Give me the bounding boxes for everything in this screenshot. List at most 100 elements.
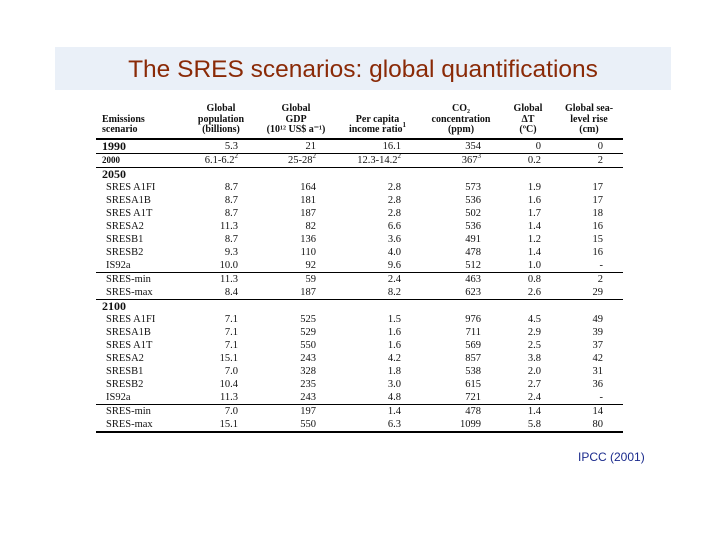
data-cell: 550 — [258, 417, 334, 433]
cell-value: 7.1 — [224, 313, 238, 325]
table-row: SRESB2 9.3 110 4.0 478 1.4 16 — [96, 246, 623, 259]
cell-value: 478 — [465, 246, 481, 258]
cell-value: 550 — [300, 339, 316, 351]
cell-value: 2.6 — [527, 286, 541, 298]
source-credit: IPCC (2001) — [578, 450, 645, 464]
column-header-line: income ratio — [348, 124, 403, 135]
cell-value: 2 — [597, 273, 603, 285]
sres-table: Emissions scenario Global population (billio… — [96, 101, 623, 433]
cell-value: 15.1 — [219, 352, 238, 364]
cell-value: 721 — [465, 391, 481, 403]
data-cell: 11.3 — [184, 220, 258, 233]
data-cell: 3673 — [421, 152, 501, 168]
cell-value: 17 — [592, 194, 604, 206]
cell-value: 187 — [300, 286, 316, 298]
data-cell: 1.7 — [501, 207, 555, 220]
data-cell: 1099 — [421, 417, 501, 433]
data-cell: 2.4 — [334, 272, 421, 286]
scenario-name: SRES A1T — [106, 207, 153, 219]
cell-value: 17 — [592, 181, 604, 193]
data-cell: 1.8 — [334, 365, 421, 378]
cell-value: 5.3 — [224, 140, 238, 152]
data-cell: 2.7 — [501, 378, 555, 391]
column-header-line: Per capita — [355, 113, 400, 125]
cell-value: 7.1 — [224, 326, 238, 338]
scenario-name: SRES-max — [96, 417, 184, 433]
data-cell: 16 — [555, 246, 623, 259]
column-header-line: Emissions — [102, 113, 145, 125]
data-cell: 17 — [555, 194, 623, 207]
cell-value: 2.5 — [527, 339, 541, 351]
data-cell: 2 — [555, 272, 623, 286]
scenario-name: IS92a — [96, 390, 184, 405]
cell-value: 187 — [300, 207, 316, 219]
data-cell: 187 — [258, 207, 334, 220]
cell-value: 354 — [465, 140, 481, 152]
data-cell: 536 — [421, 194, 501, 207]
cell-value: 4.0 — [387, 246, 401, 258]
data-cell: 1.5 — [334, 313, 421, 326]
data-cell: 15.1 — [184, 417, 258, 433]
cell-value: 2.4 — [527, 391, 541, 403]
cell-value: 623 — [465, 286, 481, 298]
data-cell: 4.2 — [334, 352, 421, 365]
scenario-name: SRES A1FI — [106, 181, 156, 193]
data-cell: 538 — [421, 365, 501, 378]
data-cell: - — [555, 390, 623, 405]
data-cell: 3.8 — [501, 352, 555, 365]
data-cell: 3.0 — [334, 378, 421, 391]
table-row: SRES A1T 8.7 187 2.8 502 1.7 18 — [96, 207, 623, 220]
cell-value: 550 — [300, 418, 316, 430]
cell-value: 0.8 — [527, 273, 541, 285]
data-cell: 36 — [555, 378, 623, 391]
cell-value: 6.6 — [387, 220, 401, 232]
data-cell: 59 — [258, 272, 334, 286]
cell-value: - — [599, 391, 604, 403]
data-cell: - — [555, 258, 623, 273]
cell-value: 29 — [592, 286, 604, 298]
cell-value: 39 — [592, 326, 604, 338]
sres-table-container: Emissions scenario Global population (billio… — [96, 101, 623, 433]
data-cell: 8.7 — [184, 233, 258, 246]
cell-value: 16.1 — [382, 140, 401, 152]
data-cell: 615 — [421, 378, 501, 391]
column-header-line: (cm) — [579, 124, 599, 135]
header-row: Emissions scenario Global population (billio… — [96, 101, 623, 140]
year-label: 1990 — [96, 138, 184, 154]
column-header-line: CO₂ — [452, 103, 470, 114]
scenario-name: SRES-min — [106, 405, 151, 417]
column-header: Global population (billions) — [184, 101, 258, 140]
data-cell: 2.5 — [501, 339, 555, 352]
data-cell: 31 — [555, 365, 623, 378]
data-cell: 6.6 — [334, 220, 421, 233]
data-cell: 10.0 — [184, 258, 258, 273]
data-cell: 2.8 — [334, 194, 421, 207]
column-header: CO₂ concentration (ppm) — [421, 101, 501, 140]
data-cell: 529 — [258, 326, 334, 339]
cell-value: 14 — [592, 405, 604, 417]
column-header-line: Global — [206, 103, 236, 114]
data-cell: 25-282 — [258, 151, 334, 168]
data-cell: 15 — [555, 233, 623, 246]
cell-value: 615 — [465, 378, 481, 390]
footnote-marker: 2 — [234, 151, 239, 160]
footnote-marker: 2 — [312, 151, 317, 160]
cell-value: 42 — [592, 352, 604, 364]
data-cell: 235 — [258, 378, 334, 391]
scenario-name: SRESB1 — [106, 233, 144, 245]
cell-value: 1.7 — [527, 207, 541, 219]
data-cell: 243 — [258, 352, 334, 365]
cell-value: 1.6 — [387, 326, 401, 338]
cell-value: 82 — [305, 220, 317, 232]
cell-value: 59 — [305, 273, 317, 285]
data-cell: 49 — [555, 313, 623, 326]
column-header-line: (billions) — [202, 124, 240, 135]
cell-value: 3.0 — [387, 378, 401, 390]
year-group-header: 2100 — [96, 299, 623, 313]
scenario-name: SRESB1 — [106, 365, 144, 377]
cell-value: 573 — [465, 181, 481, 193]
cell-value: 0 — [597, 140, 603, 152]
scenario-name: SRESA1B — [106, 326, 151, 338]
data-cell: 5.8 — [501, 417, 555, 433]
year-label: 2000 — [96, 153, 184, 168]
